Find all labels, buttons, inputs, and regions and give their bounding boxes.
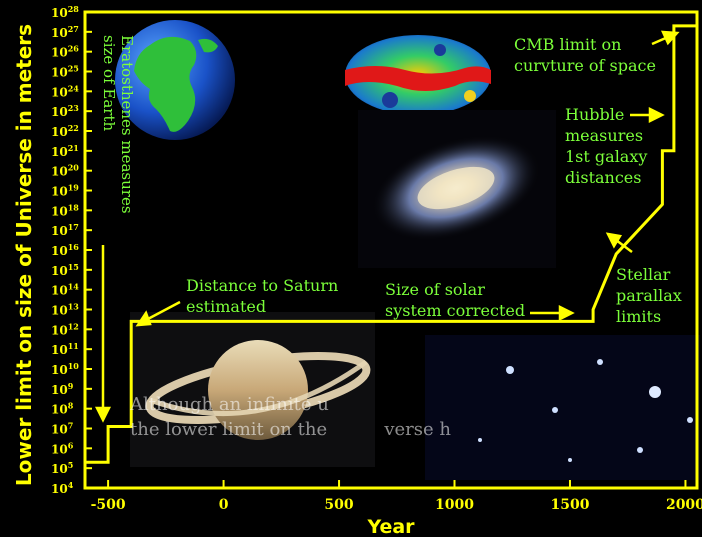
y-tick-label: 1023 xyxy=(51,103,79,119)
annotation-cmb-line: CMB limit on xyxy=(514,35,621,54)
y-tick-label: 1018 xyxy=(51,202,79,218)
y-tick-label: 106 xyxy=(51,440,74,456)
annotation-parallax: Stellar parallax limits xyxy=(616,265,687,326)
y-tick-label: 1015 xyxy=(51,262,79,278)
y-tick-label: 1026 xyxy=(51,44,79,60)
annotation-saturn: Distance to Saturn estimated xyxy=(186,276,343,316)
arrow-solar xyxy=(530,304,575,322)
x-axis-label: Year xyxy=(366,516,415,537)
y-axis-ticks: 104 105 106 107 108 109 1010 1011 1012 1013 1014 10… xyxy=(51,4,92,496)
overlay-caption: Although an infinite u the lower limit o… xyxy=(130,392,700,442)
annotation-arrows xyxy=(94,30,680,423)
x-tick-label: 2000 xyxy=(666,497,702,513)
y-axis-label: Lower limit on size of Universe in meter… xyxy=(12,24,36,486)
annotation-eratosthenes-line: size of Earth xyxy=(100,35,118,131)
caption-line: Although an infinite u xyxy=(130,394,329,415)
annotation-eratosthenes-line: Eratosthenes measures xyxy=(118,35,136,214)
annotation-parallax-line: Stellar xyxy=(616,265,671,284)
annotation-hubble-line: Hubble xyxy=(565,105,624,124)
y-tick-label: 105 xyxy=(51,460,73,476)
y-tick-label: 1022 xyxy=(51,123,79,139)
y-tick-label: 1014 xyxy=(51,282,79,298)
y-tick-label: 109 xyxy=(51,381,74,397)
annotation-hubble: Hubble measures 1st galaxy distances xyxy=(565,105,653,187)
x-tick-label: 500 xyxy=(324,497,353,513)
annotation-solar-line: system corrected xyxy=(385,301,525,320)
y-tick-label: 1020 xyxy=(51,163,79,179)
arrow-cmb xyxy=(651,30,680,46)
annotation-saturn-line: Distance to Saturn xyxy=(186,276,338,295)
y-tick-label: 1019 xyxy=(51,183,79,199)
annotation-parallax-line: parallax xyxy=(616,286,682,305)
y-tick-label: 1025 xyxy=(51,64,79,80)
annotation-saturn-line: estimated xyxy=(186,297,266,316)
x-tick-label: 1000 xyxy=(435,497,474,513)
annotation-hubble-line: measures xyxy=(565,126,643,145)
y-tick-label: 1028 xyxy=(51,4,79,20)
y-tick-label: 1017 xyxy=(51,222,79,238)
arrow-eratosthenes xyxy=(94,245,112,423)
annotation-cmb: CMB limit on curvture of space xyxy=(514,35,656,75)
cmb-map-image xyxy=(345,35,491,115)
x-axis-ticks: -500 0 500 1000 1500 2000 xyxy=(91,480,702,513)
series-line xyxy=(85,24,697,464)
y-tick-label: 1021 xyxy=(51,143,79,159)
y-tick-label: 1012 xyxy=(51,321,79,337)
galaxy-image xyxy=(358,110,556,268)
caption-line-part: verse h xyxy=(384,419,451,440)
x-tick-label: 0 xyxy=(219,497,229,513)
annotation-solar: Size of solar system corrected xyxy=(385,280,525,320)
y-tick-label: 104 xyxy=(51,480,74,496)
caption-line: the lower limit on the verse h xyxy=(130,417,700,442)
y-tick-label: 1024 xyxy=(51,83,79,99)
y-tick-label: 1027 xyxy=(51,24,79,40)
arrow-parallax xyxy=(605,232,633,253)
annotation-hubble-line: distances xyxy=(565,168,641,187)
annotation-eratosthenes: Eratosthenes measures size of Earth xyxy=(100,35,136,218)
annotation-cmb-line: curvture of space xyxy=(514,56,656,75)
caption-line-part: the lower limit on the xyxy=(130,419,328,440)
annotation-hubble-line: 1st galaxy xyxy=(565,147,647,166)
x-tick-label: -500 xyxy=(91,497,126,513)
annotation-solar-line: Size of solar xyxy=(385,280,485,299)
annotation-parallax-line: limits xyxy=(616,307,661,326)
arrow-hubble xyxy=(630,106,665,124)
y-tick-label: 1011 xyxy=(51,341,79,357)
arrow-saturn xyxy=(135,300,181,327)
earth-image xyxy=(115,20,235,140)
y-tick-label: 1013 xyxy=(51,302,79,318)
y-tick-label: 108 xyxy=(51,401,74,417)
y-tick-label: 107 xyxy=(51,421,73,437)
y-tick-label: 1010 xyxy=(51,361,79,377)
x-tick-label: 1500 xyxy=(550,497,589,513)
saturn-image xyxy=(130,312,375,467)
star-field-image xyxy=(425,335,700,480)
y-tick-label: 1016 xyxy=(51,242,79,258)
